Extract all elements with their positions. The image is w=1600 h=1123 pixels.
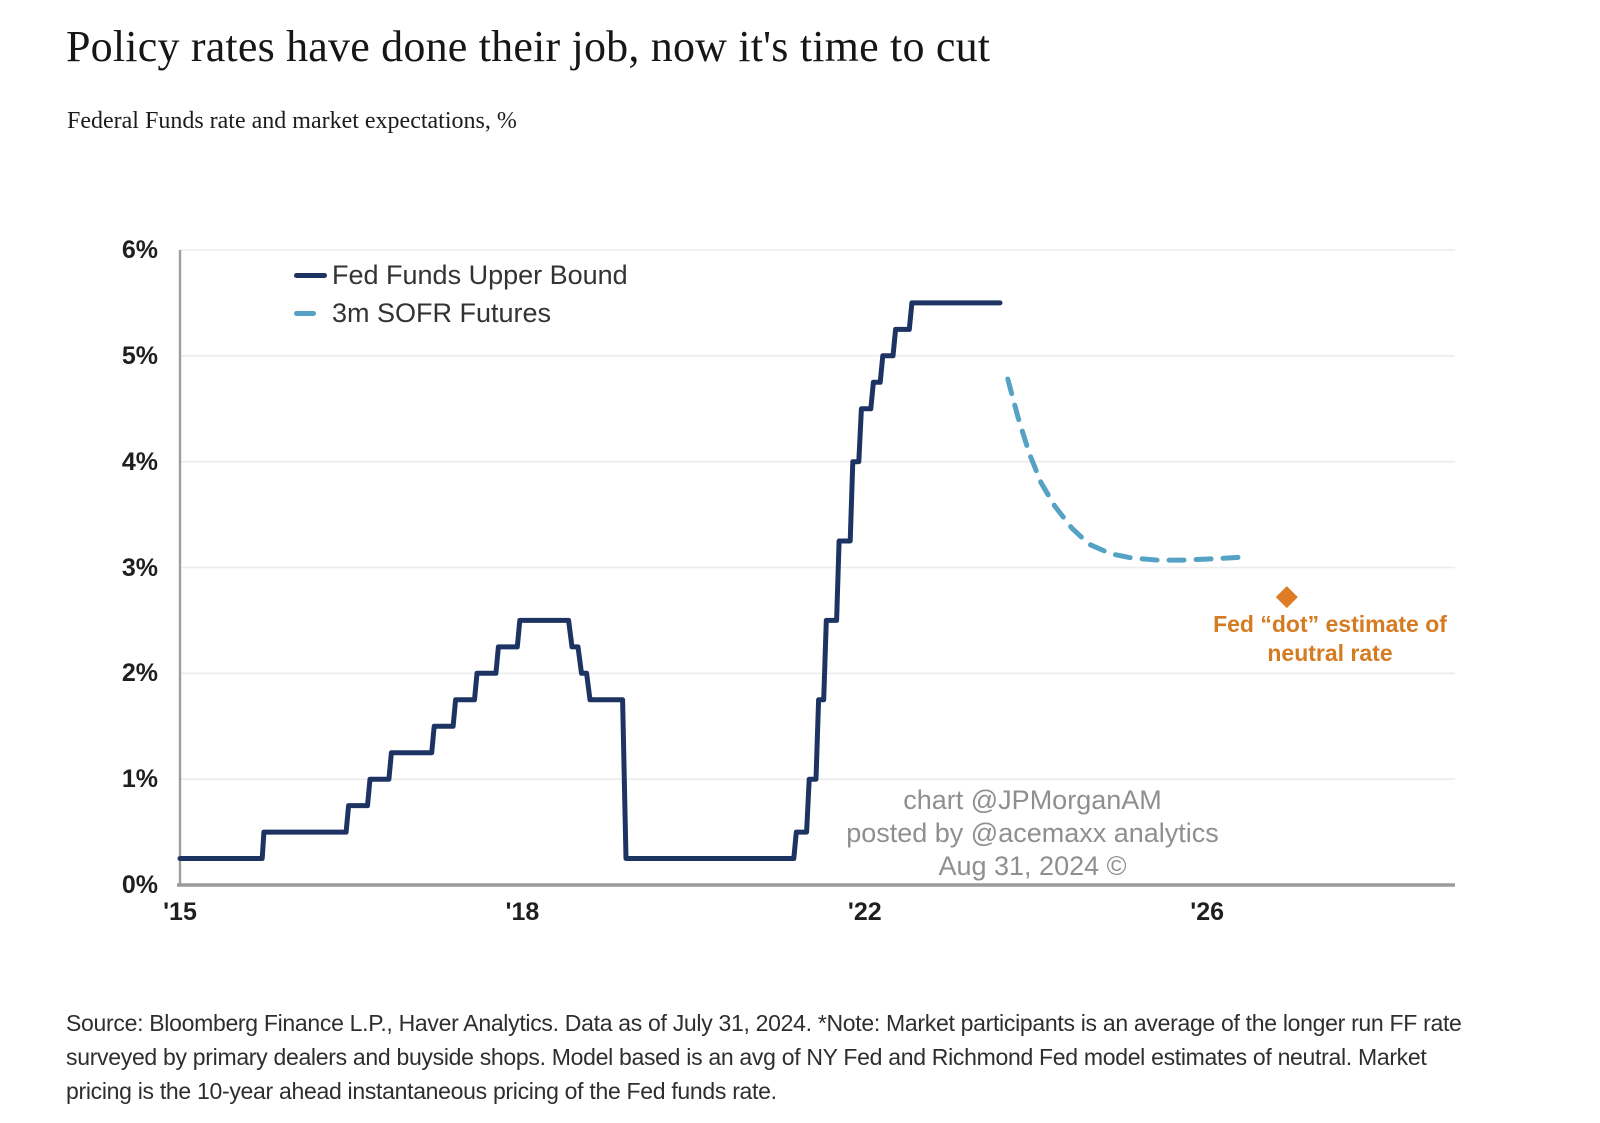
y-tick-label: 2% (121, 659, 158, 688)
page-title: Policy rates have done their job, now it… (66, 22, 991, 71)
x-tick-label: '18 (505, 898, 540, 926)
watermark-line: posted by @acemaxx analytics (846, 818, 1219, 848)
y-tick-label: 4% (121, 447, 158, 476)
watermark-line: chart @JPMorganAM (903, 785, 1162, 815)
x-tick-label: '22 (847, 898, 882, 926)
y-tick-label: 3% (121, 553, 158, 582)
watermark: chart @JPMorganAM posted by @acemaxx ana… (760, 784, 1305, 883)
neutral-rate-diamond-icon (1275, 586, 1298, 609)
legend-label: Fed Funds Upper Bound (332, 259, 628, 290)
x-tick-label: '26 (1190, 898, 1225, 926)
y-tick-label: 0% (121, 871, 158, 899)
y-tick-label: 1% (121, 765, 158, 794)
neutral-rate-annotation: Fed “dot” estimate of neutral rate (1170, 610, 1490, 668)
y-tick-label: 5% (121, 341, 158, 370)
legend-item-sofr-futures: 3m SOFR Futures (294, 294, 628, 332)
x-tick-label: '15 (163, 898, 197, 926)
fed-funds-line-swatch-icon (294, 272, 327, 278)
legend-label: 3m SOFR Futures (332, 297, 552, 328)
series-line-fed-funds-upper-bound (177, 300, 1003, 861)
watermark-line: Aug 31, 2024 © (938, 851, 1127, 881)
annotation-line: neutral rate (1267, 640, 1393, 666)
source-note: Source: Bloomberg Finance L.P., Haver An… (66, 1010, 1462, 1104)
legend-item-fed-funds: Fed Funds Upper Bound (294, 256, 628, 294)
annotation-line: Fed “dot” estimate of (1213, 611, 1447, 637)
chart-subtitle: Federal Funds rate and market expectatio… (67, 108, 517, 134)
y-tick-label: 6% (121, 236, 158, 264)
chart-legend: Fed Funds Upper Bound 3m SOFR Futures (294, 256, 628, 332)
series-line-3m-sofr-futures (1005, 376, 1248, 563)
sofr-futures-dash-swatch-icon (294, 310, 316, 316)
